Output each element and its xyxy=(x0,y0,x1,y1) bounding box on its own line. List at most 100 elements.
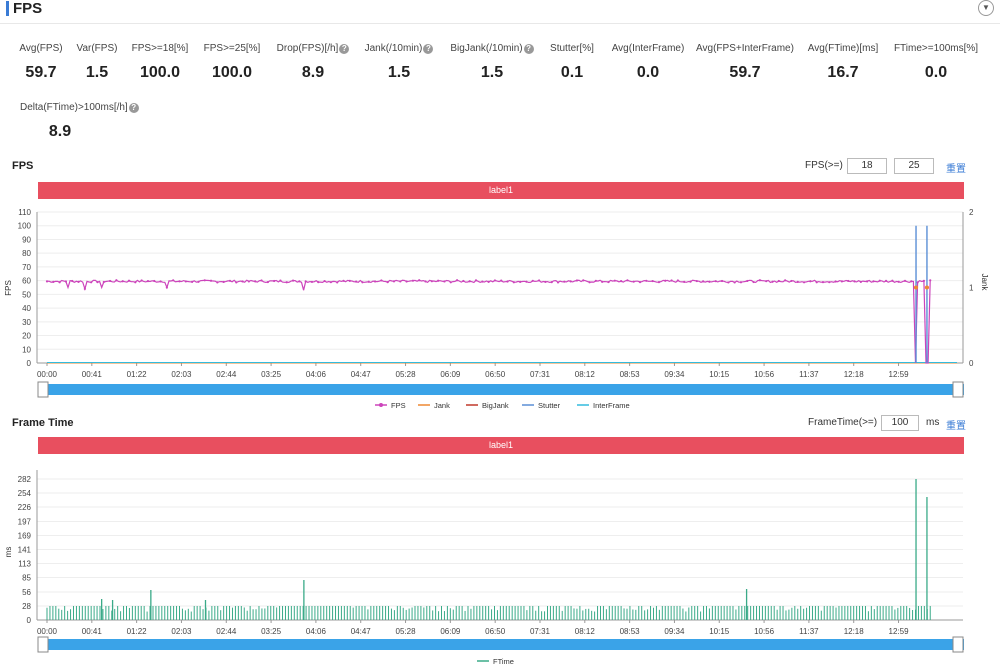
fps-point xyxy=(266,280,269,284)
legend-label-4[interactable]: InterFrame xyxy=(593,401,630,410)
legend-label-2[interactable]: BigJank xyxy=(482,401,509,410)
fps-point xyxy=(399,280,402,283)
fps-point xyxy=(771,280,774,283)
frametime-zoom-slider-track[interactable] xyxy=(38,639,964,650)
jank-marker xyxy=(914,285,919,290)
fps-point xyxy=(430,280,433,283)
fps-point xyxy=(531,279,534,282)
fps-point xyxy=(108,279,112,283)
legend-swatch-dot xyxy=(379,403,383,407)
metric-label: Delta(FTime)>100ms[/h]? xyxy=(20,102,140,113)
fps-point xyxy=(298,280,301,283)
fps-point xyxy=(172,279,175,282)
fps-point xyxy=(594,279,597,282)
fps-y-tick-label: 10 xyxy=(22,345,31,354)
metric-value: 59.7 xyxy=(25,64,57,81)
ft-y-tick-label: 85 xyxy=(22,574,31,583)
ft-x-tick-label: 01:22 xyxy=(127,627,148,636)
fps-point xyxy=(102,280,105,284)
metric-label: Avg(FTime)[ms] xyxy=(807,43,879,54)
fps-point xyxy=(386,281,389,284)
metric-label: FPS>=18[%] xyxy=(131,43,189,54)
fps-point xyxy=(727,281,730,284)
fps-point xyxy=(418,279,421,282)
fps-x-tick-label: 08:53 xyxy=(620,370,641,379)
fps-y-tick-label: 40 xyxy=(22,304,31,313)
help-icon[interactable]: ? xyxy=(423,44,434,54)
metric-value: 59.7 xyxy=(729,64,761,81)
fps-point xyxy=(367,280,370,283)
fps-point xyxy=(493,279,497,282)
fps-x-tick-label: 11:37 xyxy=(799,370,819,379)
fps-zoom-slider-right-handle[interactable] xyxy=(952,381,964,398)
frametime-zoom-slider-right-handle[interactable] xyxy=(952,636,964,653)
metric-6: BigJank(/10min)? 1.5 xyxy=(432,43,552,82)
fps-y-axis-label: FPS xyxy=(4,280,13,296)
fps-point xyxy=(809,280,812,283)
metric-label: Var(FPS) xyxy=(76,43,118,54)
legend-label-ftime[interactable]: FTime xyxy=(493,657,514,666)
fps-point xyxy=(455,279,459,282)
fps-point xyxy=(462,279,465,283)
fps-x-tick-label: 01:22 xyxy=(127,370,148,379)
help-icon[interactable]: ? xyxy=(523,44,534,54)
fps-point xyxy=(556,281,560,284)
fps-point xyxy=(140,279,143,282)
fps-y-tick-label: 110 xyxy=(18,208,31,217)
fps-threshold-1-input[interactable]: 18 xyxy=(847,158,887,174)
ft-x-tick-label: 06:09 xyxy=(440,627,461,636)
fps-point xyxy=(916,281,919,284)
fps-point xyxy=(903,279,907,282)
fps-y2-tick-label: 1 xyxy=(969,284,974,293)
fps-point xyxy=(64,280,68,283)
ft-y-tick-label: 113 xyxy=(18,560,31,569)
fps-point xyxy=(71,279,74,283)
fps-y-tick-label: 50 xyxy=(22,290,31,299)
frametime-zoom-slider-left-handle[interactable] xyxy=(37,636,49,653)
fps-y2-tick-label: 2 xyxy=(969,208,974,217)
fps-zoom-slider-left-handle[interactable] xyxy=(37,381,49,398)
help-icon[interactable]: ? xyxy=(339,44,350,54)
frametime-label-bar: label1 xyxy=(38,437,964,454)
frametime-threshold-input[interactable]: 100 xyxy=(881,415,919,431)
fps-point xyxy=(828,281,831,284)
fps-point xyxy=(910,280,913,283)
ft-x-tick-label: 05:28 xyxy=(396,627,417,636)
fps-point xyxy=(689,280,692,283)
ft-x-tick-label: 00:00 xyxy=(37,627,58,636)
fps-chart[interactable]: 0 10 20 30 40 50 60 70 80 90 100 110 0 1 2 00:00 00:41… xyxy=(0,200,1000,415)
fps-point xyxy=(342,279,345,282)
fps-reset-link[interactable]: 重置 xyxy=(946,164,966,175)
fps-point xyxy=(657,281,661,284)
frametime-reset-link[interactable]: 重置 xyxy=(946,421,966,432)
ft-x-tick-label: 10:15 xyxy=(709,627,730,636)
page-header: FPS ▼ xyxy=(0,0,1000,24)
frametime-y-axis-label: ms xyxy=(4,547,13,558)
fps-zoom-slider-track[interactable] xyxy=(38,384,964,395)
fps-x-tick-label: 07:31 xyxy=(530,370,551,379)
fps-point xyxy=(544,280,547,284)
fps-point xyxy=(878,279,881,282)
fps-point xyxy=(329,281,332,284)
fps-x-tick-label: 04:06 xyxy=(306,370,327,379)
fps-point xyxy=(443,280,446,283)
legend-label-3[interactable]: Stutter xyxy=(538,401,561,410)
fps-point xyxy=(83,287,86,290)
legend-label-1[interactable]: Jank xyxy=(434,401,450,410)
fps-point xyxy=(260,279,263,282)
fps-point xyxy=(834,280,837,283)
chevron-down-icon[interactable]: ▼ xyxy=(978,0,994,16)
fps-point xyxy=(569,280,572,283)
fps-point xyxy=(184,280,187,283)
legend-label-0[interactable]: FPS xyxy=(391,401,406,410)
fps-point xyxy=(739,281,743,284)
help-icon[interactable]: ? xyxy=(128,103,139,113)
fps-point xyxy=(487,280,490,284)
fps-point xyxy=(720,279,724,283)
fps-point xyxy=(153,279,156,283)
fps-x-tick-label: 12:18 xyxy=(844,370,865,379)
fps-threshold-2-input[interactable]: 25 xyxy=(894,158,934,174)
frametime-chart[interactable]: 0 28 56 85 113 141 169 197 226 254 282 00:00 00:41 0… xyxy=(0,456,1000,667)
metric-4: Drop(FPS)[/h]? 8.9 xyxy=(253,43,373,82)
fps-point xyxy=(613,279,616,282)
